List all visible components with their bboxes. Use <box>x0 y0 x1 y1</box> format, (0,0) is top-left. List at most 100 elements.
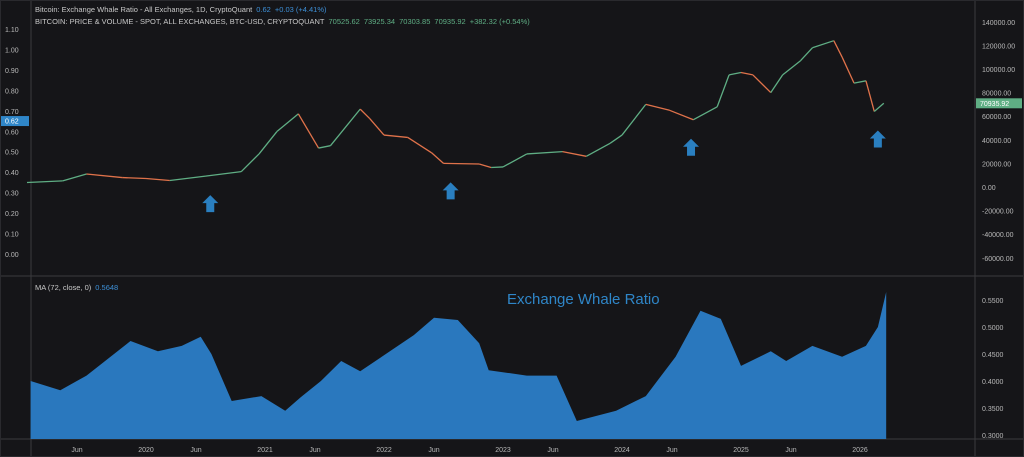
arrow-up-icon <box>442 182 459 200</box>
time-tick: 2025 <box>733 447 749 454</box>
legend-close: 70935.92 <box>434 17 466 26</box>
time-tick: 2022 <box>376 447 392 454</box>
time-tick: 2023 <box>495 447 511 454</box>
price-segment <box>205 171 242 177</box>
price-segment <box>431 152 444 164</box>
price-segment <box>359 108 371 120</box>
left-tick: 0.10 <box>5 232 19 239</box>
legend-open: 70525.62 <box>328 17 360 26</box>
time-tick: Jun <box>785 447 796 454</box>
ratio-badge-label: 0.62 <box>5 119 19 126</box>
price-segment <box>716 74 730 107</box>
ma-tick: 0.3000 <box>982 433 1004 440</box>
price-segment <box>86 173 123 179</box>
price-segment <box>443 162 480 165</box>
price-segment <box>526 150 563 155</box>
left-tick: 0.00 <box>5 252 19 259</box>
price-segment <box>728 71 742 76</box>
price-segment <box>502 153 528 168</box>
left-tick: 1.10 <box>5 27 19 34</box>
price-segment <box>491 166 504 169</box>
price-segment <box>276 113 299 133</box>
time-tick: Jun <box>547 447 558 454</box>
legend-ma-label: MA (72, close, 0) <box>35 283 92 292</box>
arrow-up-icon <box>869 130 886 148</box>
price-tick: 80000.00 <box>982 91 1011 98</box>
legend-ratio-label: Bitcoin: Exchange Whale Ratio - All Exch… <box>35 5 253 14</box>
price-segment <box>740 71 754 76</box>
legend-ratio-change: +0.03 (+4.41%) <box>274 5 327 14</box>
price-segment <box>329 108 361 147</box>
price-segment <box>562 150 587 157</box>
price-segment <box>693 106 718 121</box>
time-tick: Jun <box>666 447 677 454</box>
time-tick: Jun <box>428 447 439 454</box>
price-segment <box>865 80 875 112</box>
time-tick: Jun <box>71 447 82 454</box>
time-tick: 2026 <box>852 447 868 454</box>
price-segment <box>873 102 885 112</box>
price-segment <box>585 142 611 157</box>
ma-tick: 0.5000 <box>982 325 1004 332</box>
price-segment <box>782 60 801 76</box>
price-tick: 100000.00 <box>982 67 1015 74</box>
time-tick: 2021 <box>257 447 273 454</box>
price-segment <box>645 103 670 111</box>
price-tick: 40000.00 <box>982 138 1011 145</box>
price-tick: 0.00 <box>982 185 996 192</box>
legend-low: 70303.85 <box>399 17 431 26</box>
whale-ratio-area <box>30 292 887 439</box>
price-segment <box>609 134 623 144</box>
price-tick: 120000.00 <box>982 43 1015 50</box>
price-segment <box>833 40 843 58</box>
left-tick: 0.20 <box>5 211 19 218</box>
left-tick: 0.90 <box>5 68 19 75</box>
price-segment <box>145 177 170 182</box>
price-segment <box>122 176 147 180</box>
price-segment <box>62 173 87 182</box>
price-segment <box>318 145 331 149</box>
price-segment <box>383 134 408 139</box>
price-tick: 60000.00 <box>982 114 1011 121</box>
price-segment <box>407 136 432 154</box>
price-segment <box>26 180 63 184</box>
price-segment <box>240 153 260 173</box>
legend-price[interactable]: BITCOIN: PRICE & VOLUME - SPOT, ALL EXCH… <box>35 17 534 26</box>
price-segment <box>258 131 278 155</box>
price-segment <box>297 113 320 149</box>
ma-tick: 0.4000 <box>982 379 1004 386</box>
ratio-badge <box>1 116 29 127</box>
price-tick: -60000.00 <box>982 256 1014 263</box>
price-tick: 20000.00 <box>982 161 1011 168</box>
legend-ratio[interactable]: Bitcoin: Exchange Whale Ratio - All Exch… <box>35 5 331 14</box>
ma-tick: 0.5500 <box>982 298 1004 305</box>
price-segment <box>853 80 867 84</box>
price-segment <box>479 163 492 169</box>
price-segment <box>752 74 772 94</box>
price-badge-label: 70935.92 <box>980 101 1009 108</box>
left-tick: 0.80 <box>5 88 19 95</box>
price-segment <box>812 40 835 49</box>
ma-tick: 0.3500 <box>982 406 1004 413</box>
legend-ma[interactable]: MA (72, close, 0) 0.5648 <box>35 283 122 292</box>
ma-tick: 0.4500 <box>982 352 1004 359</box>
left-tick: 0.50 <box>5 150 19 157</box>
time-tick: Jun <box>190 447 201 454</box>
time-tick: Jun <box>309 447 320 454</box>
price-segment <box>770 74 784 93</box>
legend-high: 73925.34 <box>363 17 396 26</box>
price-tick: 140000.00 <box>982 20 1015 27</box>
left-tick: 0.70 <box>5 109 19 116</box>
price-segment <box>669 109 694 121</box>
arrow-up-icon <box>202 195 219 213</box>
price-tick: -40000.00 <box>982 232 1014 239</box>
annotation-title: Exchange Whale Ratio <box>507 291 660 308</box>
price-segment <box>369 118 385 136</box>
legend-price-label: BITCOIN: PRICE & VOLUME - SPOT, ALL EXCH… <box>35 17 325 26</box>
price-segment <box>169 175 206 182</box>
price-segment <box>841 56 855 84</box>
left-tick: 0.60 <box>5 129 19 136</box>
price-segment <box>800 47 813 62</box>
